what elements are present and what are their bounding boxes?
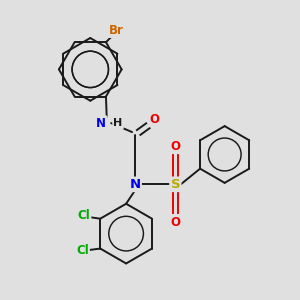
- Text: N: N: [130, 178, 141, 191]
- Text: Cl: Cl: [77, 209, 90, 222]
- Text: H: H: [113, 118, 123, 128]
- Text: O: O: [149, 113, 160, 126]
- Text: O: O: [170, 216, 180, 229]
- Text: Br: Br: [109, 24, 124, 37]
- Text: O: O: [170, 140, 180, 153]
- Text: N: N: [96, 117, 106, 130]
- Text: Cl: Cl: [76, 244, 89, 256]
- Text: S: S: [171, 178, 180, 191]
